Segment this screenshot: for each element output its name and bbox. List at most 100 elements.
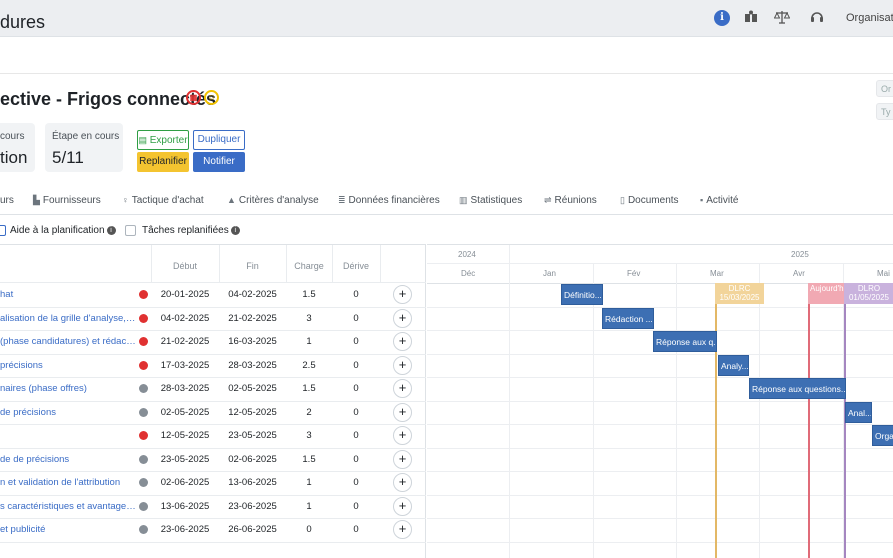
tab-criteres[interactable]: ▲ Critères d'analyse [227,195,319,206]
scale-icon[interactable] [773,10,791,26]
tab-donnees[interactable]: ≣ Données financières [338,195,440,206]
col-header-drift[interactable]: Dérive [342,261,369,271]
drift-cell: 0 [353,406,359,418]
gantt-row-divider [427,353,893,355]
table-row[interactable]: s caractéristiques et avantages ... 13-06… [0,495,426,518]
col-header-load[interactable]: Charge [294,261,324,271]
task-name-link[interactable]: n et validation de l'attribution [0,477,121,488]
status-dot [139,407,148,417]
task-name-link[interactable]: naires (phase offres) [0,383,87,394]
tab-fournisseurs[interactable]: ▙ Fournisseurs [33,195,101,206]
gantt-task-bar[interactable]: Définitio... [561,284,603,305]
tab-tactique[interactable]: ♀ Tactique d'achat [122,195,204,206]
end-date-cell: 21-02-2025 [228,312,277,324]
row-divider [0,518,426,519]
add-subtask-button[interactable]: + [393,426,412,445]
tab-truncated[interactable]: urs [0,195,14,206]
table-row[interactable]: et publicité 23-06-2025 26-06-2025 0 0 + [0,518,426,541]
table-row[interactable]: de de précisions 23-05-2025 02-06-2025 1.5 0… [0,448,426,471]
add-subtask-button[interactable]: + [393,379,412,398]
tab-bar: urs ▙ Fournisseurs ♀ Tactique d'achat ▲ Cri… [0,185,893,215]
month-label: Jan [543,269,556,278]
gantt-row-divider [427,494,893,496]
notify-button[interactable]: Notifier [193,152,245,172]
task-name-link[interactable]: de précisions [0,406,56,418]
load-cell: 1 [306,500,312,512]
gantt-row-divider [427,424,893,425]
add-subtask-button[interactable]: + [393,402,412,422]
end-date-cell: 12-05-2025 [228,406,277,418]
table-row[interactable]: naires (phase offres) 28-03-2025 02-05-202… [0,377,426,400]
export-button[interactable]: ▤ Exporter [137,130,189,150]
add-subtask-button[interactable]: + [393,520,412,539]
task-name-link[interactable]: alisation de la grille d'analyse, sti... [0,312,138,324]
task-name-link[interactable]: et publicité [0,524,46,535]
export-icon: ▤ [138,135,147,145]
library-icon[interactable] [743,10,759,26]
headset-icon[interactable] [809,10,825,26]
col-header-start[interactable]: Début [172,261,198,271]
add-subtask-button[interactable]: + [393,332,412,351]
task-name-link[interactable]: (phase candidatures) et rédaction... [0,336,138,347]
table-row[interactable]: hat 20-01-2025 04-02-2025 1.5 0 + [0,283,426,306]
tab-activite[interactable]: ▪ Activité [700,195,738,206]
milestone-line [808,283,810,558]
gantt-task-bar[interactable]: Réponse aux questions... [749,378,846,399]
add-subtask-button[interactable]: + [393,473,412,492]
tab-reunions[interactable]: ⇌ Réunions [544,195,597,206]
organisation-menu[interactable]: Organisatio [846,12,893,24]
table-row[interactable]: n et validation de l'attribution 02-06-20… [0,471,426,494]
row-divider [0,353,426,355]
milestone-label[interactable]: DLRO 01/05/2025 [844,283,893,304]
add-subtask-button[interactable]: + [393,449,412,469]
milestone-label[interactable]: DLRC 15/03/2025 [715,283,764,304]
planning-help-checkbox[interactable] [0,225,6,236]
ghost-field-ty[interactable]: Ty [876,103,893,120]
gantt-task-bar[interactable]: Analy... [718,354,749,376]
end-date-cell: 23-06-2025 [228,500,277,512]
add-subtask-button[interactable]: + [393,496,412,516]
gantt-task-bar[interactable]: Réponse aux q... [653,331,717,352]
row-divider [0,447,426,449]
top-navbar: dures i Organisatio [0,0,893,37]
gantt-task-bar[interactable]: Rédaction ... [602,307,654,329]
task-name-link[interactable]: s caractéristiques et avantages ... [0,500,138,512]
month-gridline [843,263,844,558]
start-date-cell: 02-06-2025 [160,477,210,488]
table-row[interactable]: (phase candidatures) et rédaction... 21-0… [0,330,426,353]
handshake-icon: ⇌ [544,195,552,205]
planning-help-label: Aide à la planification i [10,225,116,236]
end-date-cell: 02-05-2025 [228,383,277,394]
duplicate-button[interactable]: Dupliquer [193,130,245,150]
add-subtask-button[interactable]: + [393,355,412,375]
col-header-end[interactable]: Fin [246,261,259,271]
load-cell: 1.5 [302,383,316,394]
year-label-2024: 2024 [458,250,476,259]
gantt-task-bar[interactable]: Orga... [872,425,893,446]
add-subtask-button[interactable]: + [393,285,412,304]
milestone-label[interactable]: Aujourd'hui [808,283,844,304]
tab-label: Tactique d'achat [131,195,204,206]
drift-cell: 0 [353,312,359,324]
tab-documents[interactable]: ▯ Documents [620,195,679,206]
add-subtask-button[interactable]: + [393,308,412,328]
drift-cell: 0 [353,289,359,300]
table-row[interactable]: alisation de la grille d'analyse, sti...… [0,307,426,330]
help-icon[interactable]: i [230,226,240,235]
table-row[interactable]: de précisions 02-05-2025 12-05-2025 2 0 + [0,401,426,424]
info-icon[interactable]: i [714,10,730,26]
task-name-link[interactable]: hat [0,289,14,300]
task-name-link[interactable]: de de précisions [0,453,70,465]
task-name-link[interactable]: précisions [0,359,43,371]
table-row[interactable]: 12-05-2025 23-05-2025 3 0 + [0,424,426,447]
help-icon[interactable]: i [106,226,116,235]
tab-statistiques[interactable]: ▥ Statistiques [459,195,522,206]
gantt-task-bar[interactable]: Anal... [845,401,872,423]
end-date-cell: 13-06-2025 [228,477,277,488]
replanned-tasks-checkbox[interactable] [125,225,136,236]
replan-button[interactable]: Replanifier [137,152,189,172]
ghost-field-or[interactable]: Or [876,80,893,97]
year-boundary [509,245,510,263]
file-icon: ▯ [620,195,625,205]
table-row[interactable]: précisions 17-03-2025 28-03-2025 2.5 0 + [0,354,426,377]
